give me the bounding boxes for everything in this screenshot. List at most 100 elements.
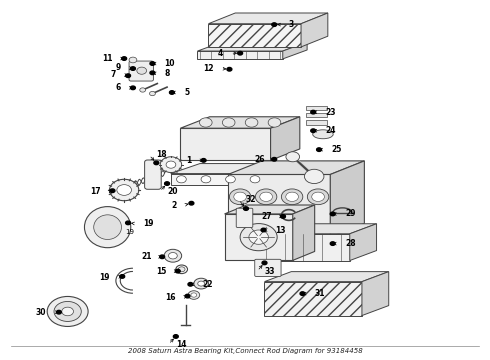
Polygon shape [330,161,365,237]
Text: 30: 30 [36,308,46,317]
Circle shape [304,169,324,184]
Circle shape [238,51,243,55]
Polygon shape [228,161,365,175]
Polygon shape [265,282,362,316]
Circle shape [191,293,197,297]
Ellipse shape [313,130,333,139]
Polygon shape [180,128,270,160]
Circle shape [307,189,329,204]
Text: 13: 13 [275,225,286,234]
Text: 7: 7 [111,70,116,79]
Circle shape [56,310,61,314]
FancyBboxPatch shape [236,208,253,228]
Circle shape [225,176,235,183]
FancyBboxPatch shape [129,61,153,81]
Text: 3: 3 [289,20,294,29]
Circle shape [129,57,137,63]
Text: 31: 31 [314,289,325,298]
Circle shape [166,161,176,168]
Circle shape [199,118,212,127]
Circle shape [198,281,204,286]
Circle shape [149,91,155,96]
Polygon shape [265,272,389,282]
Circle shape [110,179,139,201]
Polygon shape [197,51,283,59]
Polygon shape [362,272,389,316]
Circle shape [140,88,146,92]
Circle shape [311,111,316,114]
Circle shape [130,86,135,90]
Text: 29: 29 [345,210,355,219]
Polygon shape [283,42,307,59]
Circle shape [110,189,115,193]
Circle shape [185,294,190,298]
Circle shape [130,67,135,70]
Circle shape [189,202,194,205]
Text: 18: 18 [156,150,167,159]
Polygon shape [228,175,330,237]
Polygon shape [293,205,315,260]
Circle shape [201,176,211,183]
Circle shape [122,57,126,60]
Circle shape [272,157,277,161]
Text: 19: 19 [143,219,153,228]
Polygon shape [224,214,293,260]
Text: 19: 19 [99,273,110,282]
Circle shape [330,212,335,216]
Text: 27: 27 [261,212,272,221]
Circle shape [262,261,267,265]
Circle shape [245,118,258,127]
Polygon shape [171,174,266,185]
Circle shape [125,221,130,225]
Circle shape [176,176,186,183]
Text: 4: 4 [218,49,223,58]
Circle shape [317,148,321,152]
Polygon shape [257,234,350,261]
Circle shape [234,192,246,202]
Circle shape [312,192,324,202]
Circle shape [281,215,286,218]
Text: 25: 25 [332,145,342,154]
Polygon shape [270,117,300,160]
Circle shape [47,296,88,327]
Polygon shape [224,205,315,214]
Text: 32: 32 [246,195,256,204]
Text: 21: 21 [141,252,151,261]
Circle shape [188,291,200,299]
Circle shape [117,185,131,195]
Text: 16: 16 [165,293,176,302]
Text: 2008 Saturn Astra Bearing Kit,Connect Rod Diagram for 93184458: 2008 Saturn Astra Bearing Kit,Connect Ro… [127,348,363,354]
Text: 26: 26 [254,155,265,164]
Circle shape [54,301,81,321]
Circle shape [249,230,269,244]
Polygon shape [197,42,307,51]
Text: 33: 33 [265,267,275,276]
Text: 15: 15 [156,267,166,276]
Circle shape [188,283,193,286]
Circle shape [300,292,305,296]
Circle shape [160,157,182,172]
Text: 10: 10 [165,59,175,68]
Polygon shape [208,24,301,47]
Circle shape [137,67,147,74]
Text: 8: 8 [165,69,170,78]
Circle shape [272,23,277,26]
Text: 11: 11 [102,54,113,63]
Circle shape [286,152,299,162]
Circle shape [244,207,248,210]
Circle shape [240,224,277,251]
Circle shape [222,118,235,127]
Circle shape [250,176,260,183]
Circle shape [178,267,185,272]
Text: 20: 20 [167,187,177,196]
Text: 9: 9 [116,63,121,72]
Text: 14: 14 [176,340,186,349]
Circle shape [286,192,298,202]
Circle shape [169,252,177,259]
Polygon shape [171,163,295,174]
Circle shape [260,192,272,202]
Text: 19: 19 [125,229,134,235]
Circle shape [170,91,174,94]
Text: 6: 6 [116,83,121,92]
Bar [306,113,327,117]
